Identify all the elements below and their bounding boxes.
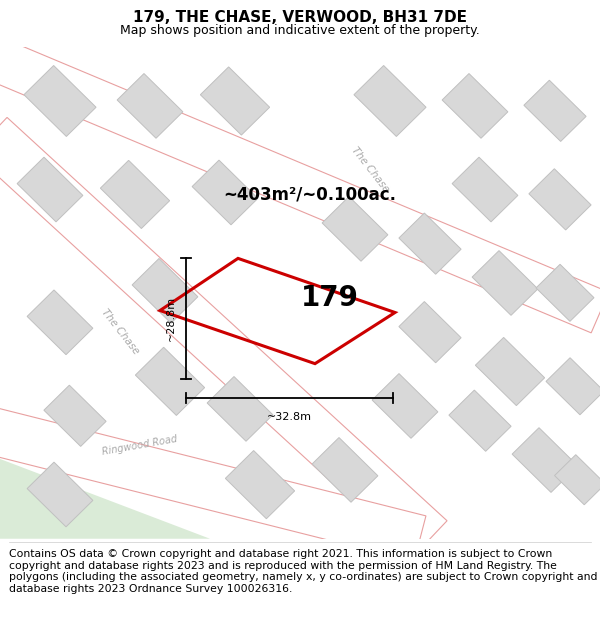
Text: Contains OS data © Crown copyright and database right 2021. This information is : Contains OS data © Crown copyright and d… (9, 549, 598, 594)
Polygon shape (554, 454, 600, 505)
Text: ~32.8m: ~32.8m (267, 412, 312, 422)
Polygon shape (529, 169, 591, 230)
Polygon shape (192, 160, 258, 225)
Polygon shape (0, 36, 600, 333)
Polygon shape (44, 385, 106, 446)
Polygon shape (536, 264, 594, 321)
Text: The Chase: The Chase (349, 145, 391, 194)
Text: 179, THE CHASE, VERWOOD, BH31 7DE: 179, THE CHASE, VERWOOD, BH31 7DE (133, 10, 467, 25)
Polygon shape (399, 301, 461, 362)
Polygon shape (399, 213, 461, 274)
Text: Ringwood Road: Ringwood Road (101, 434, 178, 457)
Polygon shape (512, 428, 578, 493)
Polygon shape (117, 74, 183, 138)
Polygon shape (372, 374, 438, 438)
Polygon shape (207, 376, 273, 441)
Polygon shape (524, 80, 586, 141)
Polygon shape (312, 438, 378, 503)
Polygon shape (354, 66, 426, 136)
Polygon shape (0, 455, 210, 539)
Polygon shape (17, 157, 83, 222)
Polygon shape (100, 161, 170, 229)
Polygon shape (452, 157, 518, 222)
Text: ~28.8m: ~28.8m (166, 296, 176, 341)
Polygon shape (472, 251, 538, 316)
Text: The Chase: The Chase (99, 308, 141, 357)
Text: 179: 179 (301, 284, 359, 312)
Polygon shape (475, 338, 545, 406)
Polygon shape (442, 74, 508, 138)
Polygon shape (27, 290, 93, 354)
Polygon shape (0, 118, 447, 557)
Polygon shape (136, 348, 205, 416)
Polygon shape (0, 408, 426, 562)
Polygon shape (132, 259, 198, 323)
Text: ~403m²/~0.100ac.: ~403m²/~0.100ac. (223, 186, 397, 204)
Polygon shape (27, 462, 93, 527)
Text: Map shows position and indicative extent of the property.: Map shows position and indicative extent… (120, 24, 480, 36)
Polygon shape (546, 357, 600, 415)
Polygon shape (449, 390, 511, 451)
Polygon shape (24, 66, 96, 136)
Polygon shape (322, 196, 388, 261)
Polygon shape (200, 67, 269, 135)
Polygon shape (226, 451, 295, 519)
